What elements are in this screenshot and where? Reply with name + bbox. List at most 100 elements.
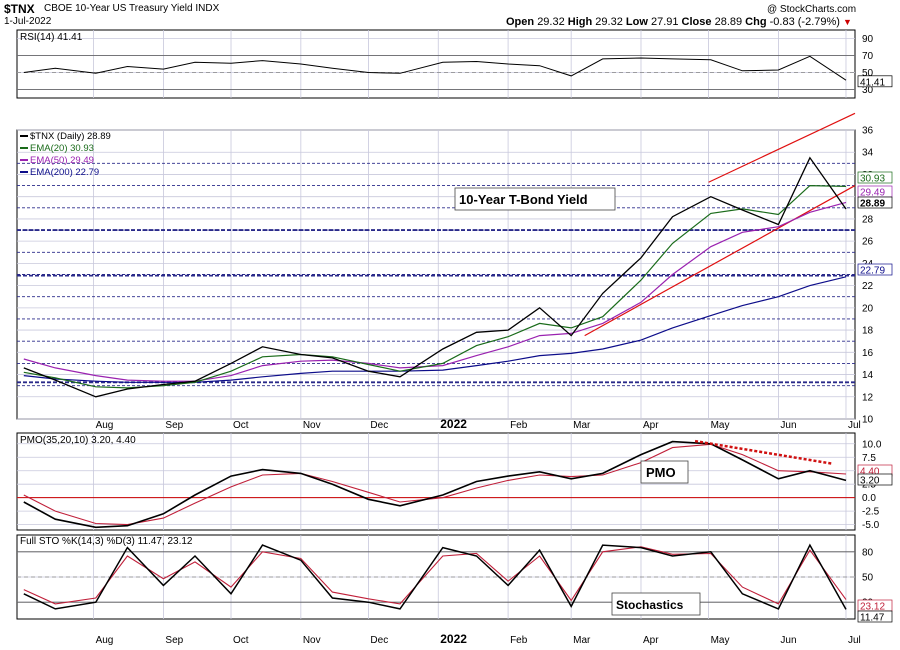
price-annotation-box	[454, 187, 616, 211]
chart-date: 1-Jul-2022	[4, 16, 52, 27]
sto-ytick-1: 50	[862, 573, 874, 584]
price-ytick-13: 10	[862, 415, 874, 426]
chg-value: -0.83 (-2.79%)	[769, 16, 840, 28]
ema20-tag-box	[857, 171, 893, 184]
wedge-upper-line	[708, 112, 856, 183]
price-ytick-0: 36	[862, 126, 874, 137]
price-legend-2: EMA(50) 29.49	[30, 155, 94, 166]
rsi-ytick-0: 90	[862, 34, 874, 45]
pmo-last-tag: 3.20	[860, 476, 880, 487]
close-value: 28.89	[714, 16, 743, 28]
price-legend-1: EMA(20) 30.93	[30, 143, 94, 154]
sto-annotation: Stochastics	[616, 598, 684, 612]
ema20-line	[23, 184, 847, 389]
xaxis-bottom-label-feb: Feb	[510, 635, 528, 646]
pmo-ytick-5: -2.5	[862, 507, 880, 518]
xaxis-label-jul: Jul	[848, 420, 861, 431]
price-ytick-10: 16	[862, 348, 874, 359]
xaxis-bottom-label-jul: Jul	[848, 635, 861, 646]
ema200-line	[23, 276, 847, 383]
ema20-tag: 30.93	[860, 174, 885, 185]
xaxis-label-oct: Oct	[233, 420, 249, 431]
ema200-tag-box	[857, 263, 893, 276]
xaxis-bottom-label-nov: Nov	[303, 635, 321, 646]
price-legend-3: EMA(200) 22.79	[30, 167, 99, 178]
price-ytick-8: 20	[862, 303, 874, 314]
rsi-legend: RSI(14) 41.41	[20, 32, 83, 43]
price-annotation: 10-Year T-Bond Yield	[459, 192, 588, 207]
sto-ytick-0: 80	[862, 547, 874, 558]
symbol: $TNX	[4, 2, 35, 16]
price-ytick-5: 26	[862, 237, 874, 248]
rsi-ytick-2: 50	[862, 68, 874, 79]
sto-d-line	[23, 546, 847, 605]
xaxis-label-2022: 2022	[440, 417, 467, 431]
xaxis-bottom-label-oct: Oct	[233, 635, 249, 646]
watermark: @ StockCharts.com	[767, 4, 857, 15]
low-value: 27.91	[650, 16, 679, 28]
price-series-line	[23, 156, 847, 398]
xaxis-label-mar: Mar	[573, 420, 591, 431]
open-value: 29.32	[537, 16, 565, 28]
pmo-annotation-box	[640, 460, 689, 484]
xaxis-label-aug: Aug	[96, 420, 114, 431]
price-ytick-12: 12	[862, 392, 874, 403]
xaxis-label-dec: Dec	[370, 420, 388, 431]
pmo-legend: PMO(35,20,10) 3.20, 4.40	[20, 435, 136, 446]
rsi-line	[23, 55, 847, 81]
close-label: Close	[681, 16, 712, 28]
price-last-tag: 28.89	[860, 199, 885, 210]
high-value: 29.32	[595, 16, 623, 28]
pmo-annotation: PMO	[646, 465, 676, 480]
pmo-last-tag-box	[857, 473, 893, 486]
pmo-ytick-0: 10.0	[862, 439, 882, 450]
price-ytick-1: 34	[862, 148, 874, 159]
xaxis-label-may: May	[711, 420, 730, 431]
xaxis-label-nov: Nov	[303, 420, 321, 431]
price-ytick-9: 18	[862, 326, 874, 337]
ema50-tag: 29.49	[860, 188, 885, 199]
ema200-tag: 22.79	[860, 266, 885, 277]
pmo-frame	[16, 432, 856, 531]
xaxis-label-jun: Jun	[780, 420, 796, 431]
sto-k-tag: 11.47	[860, 613, 885, 624]
price-last-tag-box	[857, 196, 893, 209]
price-legend-0: $TNX (Daily) 28.89	[30, 131, 111, 142]
wedge-lower-line	[584, 185, 856, 337]
pmo-ytick-6: -5.0	[862, 520, 880, 531]
xaxis-bottom-label-jun: Jun	[780, 635, 796, 646]
open-label: Open	[506, 16, 535, 28]
xaxis-bottom-label-2022: 2022	[440, 632, 467, 646]
rsi-last-tag-box	[857, 75, 893, 88]
down-arrow-icon: ▼	[843, 17, 852, 27]
price-ytick-7: 22	[862, 281, 874, 292]
rsi-ytick-1: 70	[862, 51, 874, 62]
xaxis-label-apr: Apr	[643, 420, 659, 431]
xaxis-bottom-label-may: May	[711, 635, 730, 646]
pmo-ytick-4: 0.0	[862, 493, 876, 504]
ema50-line	[23, 201, 847, 382]
pmo-divergence-line	[694, 439, 833, 465]
xaxis-bottom-label-mar: Mar	[573, 635, 591, 646]
xaxis-label-feb: Feb	[510, 420, 528, 431]
price-ytick-11: 14	[862, 370, 874, 381]
sto-k-tag-box	[857, 610, 893, 623]
instrument-name: CBOE 10-Year US Treasury Yield INDX	[44, 3, 220, 14]
high-label: High	[567, 16, 593, 28]
sto-k-line	[23, 543, 847, 610]
pmo-ytick-1: 7.5	[862, 453, 876, 464]
ohlc-readout: Open 29.32 High 29.32 Low 27.91 Close 28…	[506, 16, 852, 28]
xaxis-bottom-label-apr: Apr	[643, 635, 659, 646]
xaxis-bottom-label-dec: Dec	[370, 635, 388, 646]
xaxis-bottom-label-sep: Sep	[165, 635, 183, 646]
rsi-ytick-3: 30	[862, 85, 874, 96]
pmo-signal-tag: 4.40	[860, 467, 880, 478]
sto-legend: Full STO %K(14,3) %D(3) 11.47, 23.12	[20, 536, 193, 547]
xaxis-bottom-label-aug: Aug	[96, 635, 114, 646]
price-ytick-4: 28	[862, 214, 874, 225]
sto-annotation-box	[611, 592, 701, 616]
low-label: Low	[625, 16, 648, 28]
chg-label: Chg	[745, 16, 767, 28]
